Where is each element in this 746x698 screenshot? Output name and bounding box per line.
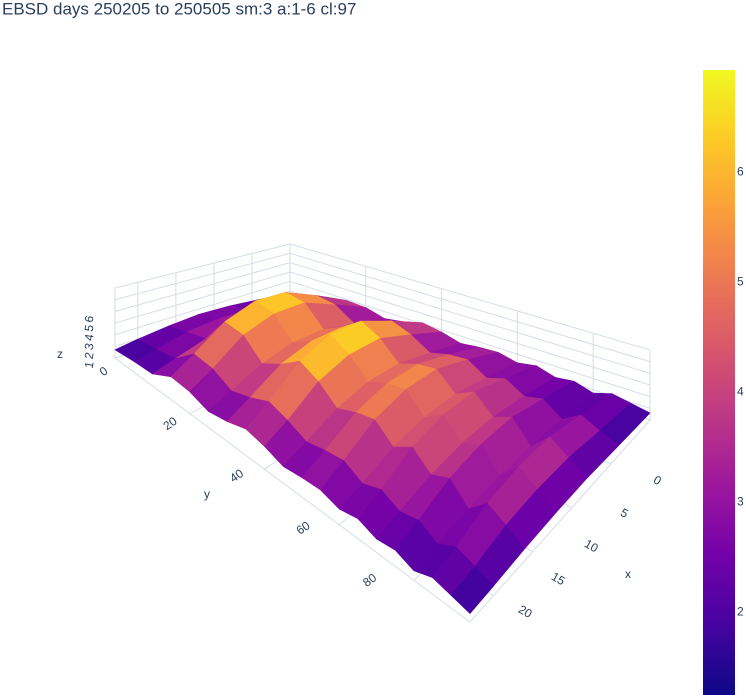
x-tick-label: 10 (582, 537, 601, 556)
y-tick-label: 40 (227, 466, 246, 485)
colorbar-tick-label: 4 (737, 385, 744, 399)
colorbar-tick-label: 6 (737, 165, 744, 179)
x-tick-label: 5 (618, 505, 631, 521)
grid-line (114, 271, 291, 324)
x-tick-label: 20 (516, 602, 535, 621)
grid-line (114, 262, 291, 312)
grid-line (289, 252, 651, 363)
x-tick-label: 15 (549, 569, 568, 588)
x-axis-title: x (625, 567, 631, 581)
grid-line (289, 280, 651, 398)
colorbar (703, 70, 735, 695)
grid-line (289, 262, 651, 374)
z-axis-title: z (57, 347, 63, 361)
y-axis-title: y (204, 487, 210, 501)
y-tick-label: 60 (294, 518, 313, 537)
z-tick-label: 4 (82, 333, 97, 342)
z-tick-label: 5 (82, 323, 97, 332)
y-tick-label: 80 (360, 570, 379, 589)
x-tick-label: 0 (651, 473, 664, 489)
z-tick-label: 2 (82, 351, 97, 360)
grid-line (114, 252, 291, 301)
chart-title: EBSD days 250205 to 250505 sm:3 a:1-6 cl… (2, 0, 356, 18)
z-tick-label: 6 (82, 314, 97, 323)
colorbar-tick-label: 3 (737, 495, 744, 509)
z-tick-label: 1 (82, 360, 97, 369)
grid-line (114, 280, 291, 336)
colorbar-tick-label: 5 (737, 275, 744, 289)
z-tick-label: 3 (82, 342, 97, 351)
surface (114, 291, 651, 615)
surface-cell (450, 566, 494, 615)
y-tick-label: 0 (97, 363, 111, 378)
grid-line (289, 271, 651, 386)
y-tick-label: 20 (161, 414, 180, 433)
colorbar-tick-label: 2 (737, 605, 744, 619)
